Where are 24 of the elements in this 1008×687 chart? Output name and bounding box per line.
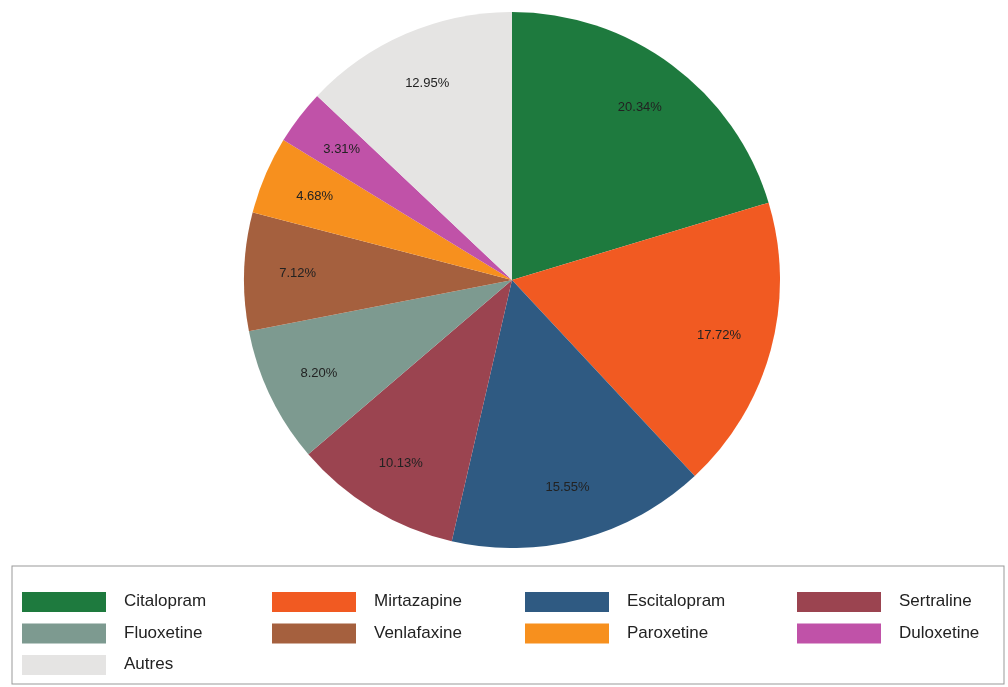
legend-label: Duloxetine: [899, 622, 980, 642]
pie-slice: [451, 280, 695, 548]
pie-slice: [512, 202, 780, 477]
data-label: 17.72%: [696, 327, 742, 343]
legend-label: Venlafaxine: [374, 622, 462, 642]
pie-slice: [244, 212, 512, 332]
legend-label: Mirtazapine: [374, 591, 462, 611]
data-label: 8.20%: [300, 364, 338, 380]
pie-slice: [252, 140, 512, 280]
pie-slice: [512, 12, 769, 280]
data-label: 20.34%: [617, 99, 663, 115]
data-label: 15.55%: [545, 478, 590, 494]
data-label: 7.12%: [279, 264, 317, 280]
data-label: 4.68%: [296, 187, 334, 203]
legend-label: Citalopram: [124, 591, 207, 611]
legend-label: Autres: [124, 654, 174, 674]
legend-label: Paroxetine: [627, 622, 709, 642]
legend-label: Escitalopram: [627, 591, 726, 611]
legend-label: Sertraline: [899, 591, 972, 611]
data-label: 10.13%: [378, 454, 424, 470]
pie-slice: [248, 280, 512, 455]
legend-label: Fluoxetine: [124, 622, 203, 642]
data-label: 3.31%: [323, 141, 361, 157]
data-label: 12.95%: [405, 74, 450, 90]
